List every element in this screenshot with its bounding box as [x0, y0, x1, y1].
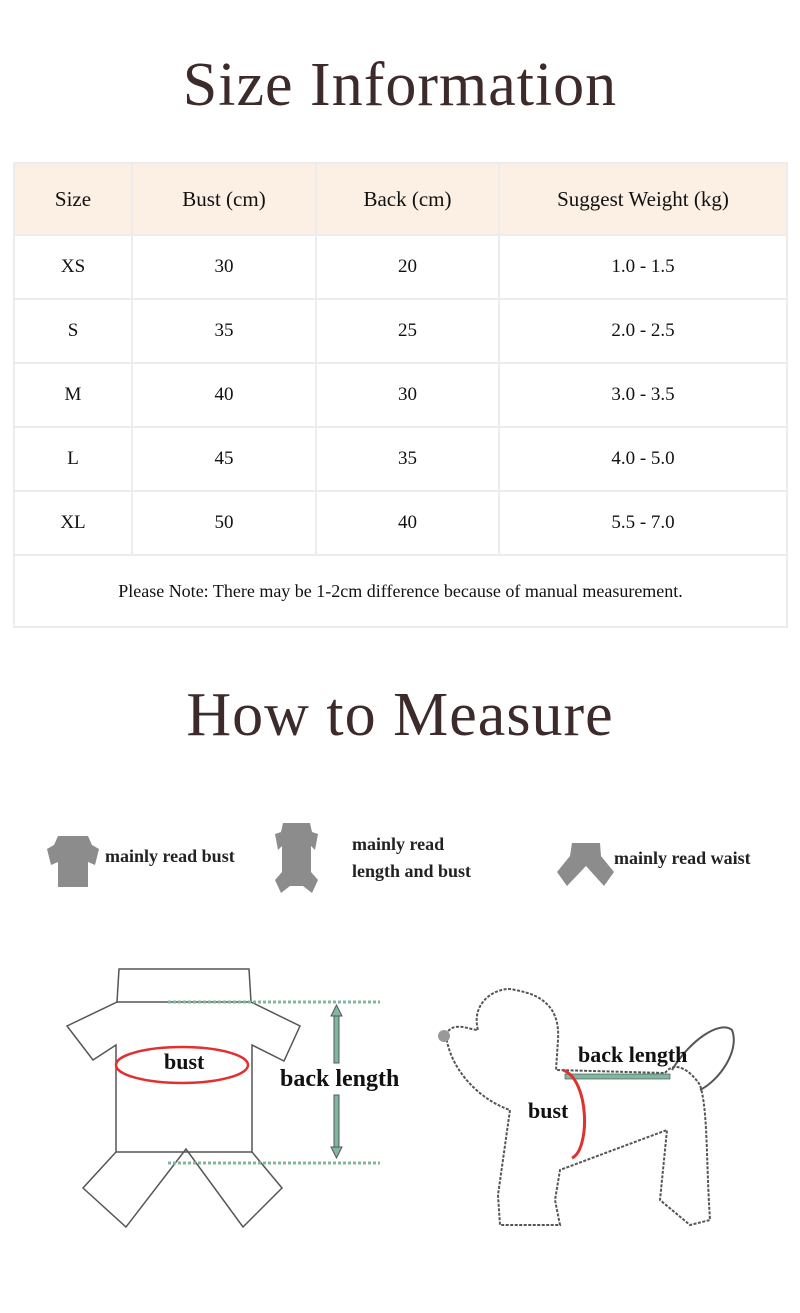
shirt-icon [47, 836, 99, 887]
jumpsuit-icon [275, 823, 318, 893]
cell: M [13, 362, 133, 428]
dog-nose [438, 1030, 450, 1042]
table-header-row: Size Bust (cm) Back (cm) Suggest Weight … [13, 162, 788, 236]
table-row: XL 50 40 5.5 - 7.0 [13, 490, 788, 556]
cell: 20 [315, 234, 500, 300]
table-row: L 45 35 4.0 - 5.0 [13, 426, 788, 492]
garment-bust-label: bust [164, 1049, 205, 1074]
bust-ellipse [114, 1045, 250, 1085]
dog-back-length-label: back length [578, 1042, 688, 1067]
table-row: M 40 30 3.0 - 3.5 [13, 362, 788, 428]
cell: 3.0 - 3.5 [498, 362, 788, 428]
cell: 25 [315, 298, 500, 364]
garment-outline [65, 968, 301, 1229]
cell: 30 [315, 362, 500, 428]
cell: 35 [315, 426, 500, 492]
header-size: Size [13, 162, 133, 236]
table-row: S 35 25 2.0 - 2.5 [13, 298, 788, 364]
how-to-measure-title: How to Measure [186, 681, 614, 749]
note-row: Please Note: There may be 1-2cm differen… [13, 554, 788, 628]
cell: 45 [131, 426, 317, 492]
cell: 50 [131, 490, 317, 556]
legend-label-length-bust-2: length and bust [352, 861, 472, 881]
cell: 35 [131, 298, 317, 364]
legend-label-length-bust-1: mainly read [352, 834, 445, 854]
cell: L [13, 426, 133, 492]
legend-label-waist: mainly read waist [614, 848, 751, 868]
cell: 30 [131, 234, 317, 300]
cell: 2.0 - 2.5 [498, 298, 788, 364]
dog-outline [444, 988, 712, 1227]
cell: 40 [131, 362, 317, 428]
cell: S [13, 298, 133, 364]
pants-icon [557, 843, 614, 886]
header-bust: Bust (cm) [131, 162, 317, 236]
dog-tail [671, 1026, 735, 1091]
cell: 4.0 - 5.0 [498, 426, 788, 492]
garment-back-length-label: back length [280, 1066, 400, 1092]
table-row: XS 30 20 1.0 - 1.5 [13, 234, 788, 300]
size-info-title: Size Information [182, 51, 618, 119]
cell: 40 [315, 490, 500, 556]
dog-back-length-bar [564, 1073, 671, 1080]
cell: 1.0 - 1.5 [498, 234, 788, 300]
cell: XS [13, 234, 133, 300]
legend-label-bust: mainly read bust [105, 846, 235, 866]
size-table: Size Bust (cm) Back (cm) Suggest Weight … [13, 162, 788, 628]
dog-bust-band [562, 1068, 587, 1160]
header-weight: Suggest Weight (kg) [498, 162, 788, 236]
cell: XL [13, 490, 133, 556]
dog-bust-label: bust [528, 1098, 569, 1123]
header-back: Back (cm) [315, 162, 500, 236]
cell: 5.5 - 7.0 [498, 490, 788, 556]
back-length-arrow [330, 1003, 343, 1160]
measurement-note: Please Note: There may be 1-2cm differen… [13, 554, 788, 628]
